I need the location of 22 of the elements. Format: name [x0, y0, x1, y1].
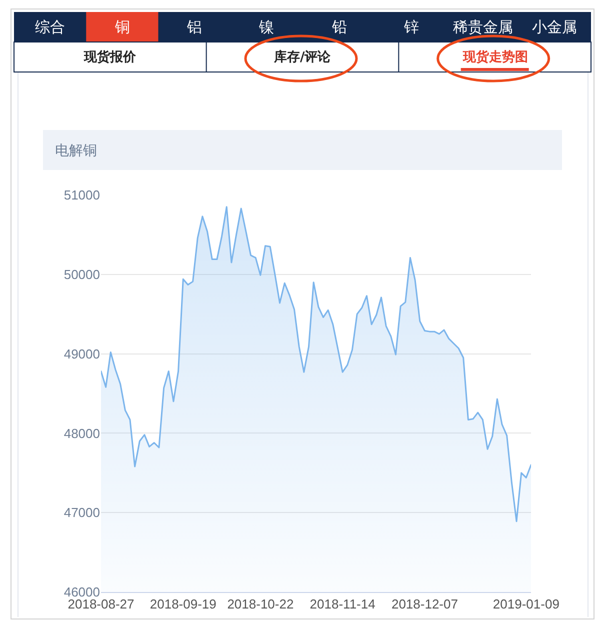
text: 综合 [35, 18, 65, 36]
chart-title: 电解铜 [55, 142, 97, 159]
text: 锌 [403, 18, 419, 36]
text: 铅 [331, 18, 347, 36]
x-tick-label: 2018-11-14 [310, 596, 376, 612]
x-tick-label: 2019-01-09 [492, 596, 560, 612]
text: 铜 [114, 18, 130, 36]
x-tick-label: 2018-10-22 [227, 596, 294, 612]
y-tick-label: 51000 [64, 188, 100, 203]
y-tick-label: 47000 [64, 505, 100, 520]
x-tick-label: 2018-12-07 [391, 596, 458, 612]
text: 稀贵金属 [453, 18, 513, 36]
text: 现货走势图 [462, 49, 528, 65]
y-tick-label: 49000 [64, 346, 100, 362]
text: 现货报价 [83, 49, 137, 65]
text: 镍 [258, 18, 274, 36]
text: 库存/评论 [273, 49, 332, 65]
text: 铝 [186, 18, 202, 36]
text: 小金属 [532, 18, 577, 36]
x-tick-label: 2018-09-19 [150, 596, 216, 612]
y-tick-label: 50000 [64, 266, 100, 282]
y-tick-label: 48000 [64, 426, 100, 441]
